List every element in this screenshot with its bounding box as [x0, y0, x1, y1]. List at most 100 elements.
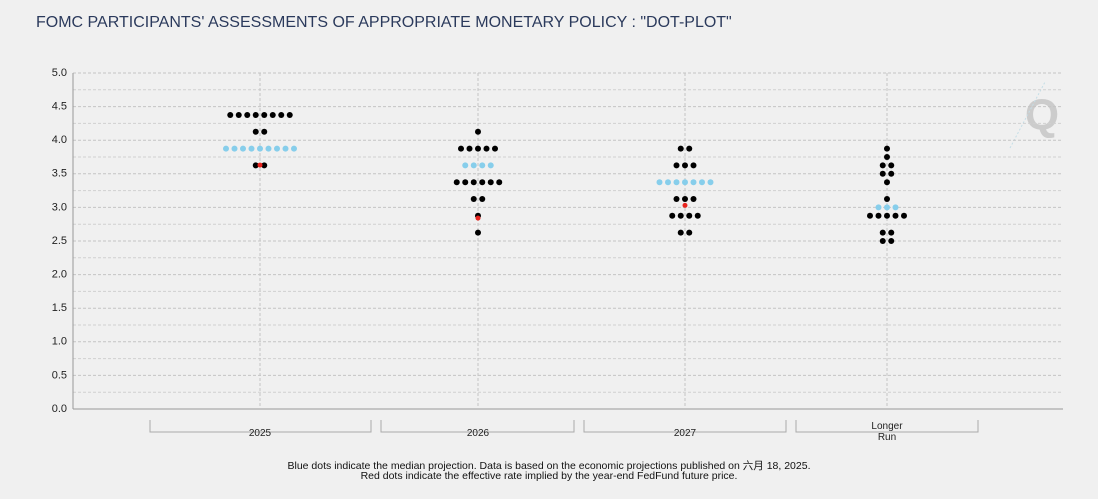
- x-tick-label: 2025: [248, 428, 272, 439]
- projection-dot: [231, 145, 238, 152]
- projection-dot: [901, 212, 907, 219]
- projection-dot: [690, 162, 697, 169]
- projection-dot: [487, 162, 494, 169]
- projection-dot: [677, 212, 684, 219]
- projection-dot: [699, 179, 705, 186]
- y-tick-label: 3.0: [52, 201, 67, 213]
- projection-dot: [669, 212, 676, 219]
- projection-dot: [286, 112, 293, 118]
- y-tick-label: 0.5: [52, 369, 67, 381]
- y-tick-label: 4.0: [52, 134, 67, 146]
- projection-dot: [475, 128, 481, 135]
- projection-dot: [462, 162, 469, 169]
- projection-dot: [888, 170, 895, 177]
- y-tick-label: 2.0: [52, 269, 67, 281]
- projection-dot: [875, 212, 882, 219]
- projection-dot: [252, 128, 259, 135]
- projection-dot: [227, 112, 234, 118]
- y-tick-label: 4.5: [52, 101, 67, 113]
- projection-dot: [682, 196, 688, 202]
- x-tick-label: 2026: [466, 428, 490, 439]
- watermark: Q: [1009, 81, 1059, 149]
- projection-dot: [453, 179, 460, 186]
- projection-dot: [879, 229, 886, 236]
- projection-dot: [235, 112, 242, 118]
- projection-dot: [462, 179, 469, 186]
- y-tick-label: 5.0: [52, 67, 67, 79]
- projection-dot: [470, 179, 477, 186]
- projection-dot: [686, 212, 693, 219]
- category-bracket: [380, 420, 575, 433]
- y-tick-label: 1.0: [52, 336, 67, 348]
- projection-dot: [492, 145, 498, 152]
- projection-dot: [707, 179, 714, 186]
- projection-dot: [470, 196, 477, 202]
- projection-dot: [475, 229, 481, 236]
- projection-dot: [665, 179, 671, 186]
- projection-dot: [223, 145, 229, 152]
- market-dot: [682, 202, 688, 208]
- projection-dot: [879, 170, 886, 177]
- projection-dot: [884, 154, 890, 160]
- y-tick-label: 3.5: [52, 168, 67, 180]
- projection-dot: [686, 145, 693, 152]
- projection-dot: [261, 112, 268, 118]
- projection-dot: [291, 145, 297, 152]
- projection-dot: [888, 162, 895, 169]
- projection-dot: [892, 204, 899, 211]
- projection-dot: [466, 145, 473, 152]
- projection-dot: [682, 162, 688, 169]
- category-bracket: [583, 420, 787, 433]
- projection-dot: [475, 145, 481, 152]
- projection-dot: [677, 145, 684, 152]
- category-bracket: [149, 420, 372, 433]
- y-tick-label: 2.5: [52, 235, 67, 247]
- projection-dot: [458, 145, 464, 152]
- projection-dot: [274, 145, 280, 152]
- projection-dot: [875, 204, 882, 211]
- y-tick-label: 0.0: [52, 403, 67, 415]
- chart-title: FOMC PARTICIPANTS' ASSESSMENTS OF APPROP…: [36, 14, 732, 31]
- projection-dot: [479, 179, 486, 186]
- projection-dot: [884, 212, 890, 219]
- projection-dot: [888, 238, 895, 244]
- projection-dot: [248, 145, 255, 152]
- projection-dot: [884, 179, 890, 186]
- projection-dot: [282, 145, 289, 152]
- x-tick-label: 2027: [673, 428, 697, 439]
- projection-dot: [682, 179, 688, 186]
- projection-dot: [690, 179, 697, 186]
- projection-dot: [879, 238, 886, 244]
- projection-dot: [479, 162, 486, 169]
- footnote: Red dots indicate the effective rate imp…: [360, 470, 738, 482]
- projection-dot: [261, 128, 268, 135]
- footnote: Blue dots indicate the median projection…: [287, 460, 811, 472]
- projection-dot: [470, 162, 477, 169]
- projection-dot: [884, 196, 890, 202]
- projection-dot: [884, 204, 890, 211]
- projection-dot: [240, 145, 246, 152]
- projection-dot: [673, 179, 680, 186]
- projection-dot: [479, 196, 486, 202]
- projection-dot: [892, 212, 899, 219]
- projection-dot: [884, 145, 890, 152]
- projection-dot: [252, 112, 259, 118]
- projection-dot: [686, 229, 693, 236]
- market-dot: [475, 215, 481, 221]
- projection-dot: [278, 112, 285, 118]
- projection-dot: [483, 145, 490, 152]
- projection-dot: [867, 212, 873, 219]
- x-tick-label: Longer Run: [871, 421, 903, 443]
- projection-dot: [879, 162, 886, 169]
- projection-dot: [496, 179, 503, 186]
- projection-dot: [244, 112, 251, 118]
- projection-dot: [269, 112, 276, 118]
- projection-dot: [673, 162, 680, 169]
- projection-dot: [677, 229, 684, 236]
- projection-dot: [888, 229, 895, 236]
- y-tick-label: 1.5: [52, 302, 67, 314]
- watermark-logo: Q: [1025, 91, 1059, 140]
- projection-dot: [487, 179, 494, 186]
